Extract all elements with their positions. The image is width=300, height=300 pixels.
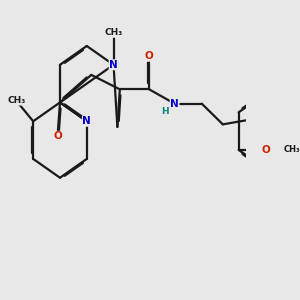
Text: N: N bbox=[82, 116, 91, 126]
Text: O: O bbox=[53, 131, 62, 141]
Text: CH₃: CH₃ bbox=[104, 28, 123, 37]
Text: O: O bbox=[145, 51, 154, 61]
Text: CH₃: CH₃ bbox=[7, 96, 25, 105]
Text: N: N bbox=[109, 60, 118, 70]
Text: CH₃: CH₃ bbox=[284, 146, 300, 154]
Text: N: N bbox=[170, 99, 179, 109]
Text: O: O bbox=[262, 145, 270, 155]
Text: H: H bbox=[161, 107, 169, 116]
